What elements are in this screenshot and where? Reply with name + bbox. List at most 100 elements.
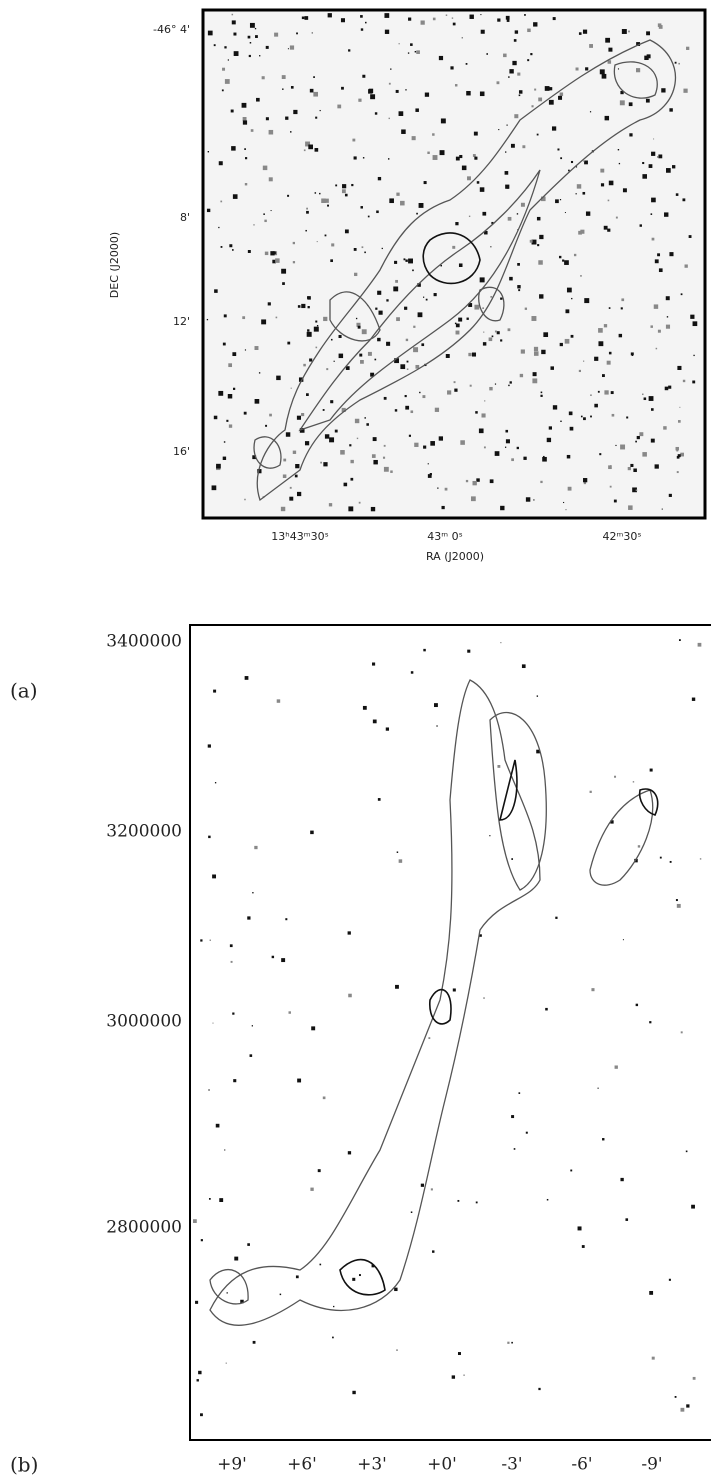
speckle — [643, 397, 647, 401]
speckle — [290, 131, 292, 133]
speckle — [403, 258, 406, 261]
speckle — [242, 116, 247, 121]
speckle — [444, 487, 448, 491]
speckle — [590, 394, 592, 396]
speckle — [268, 177, 273, 182]
contours — [209, 679, 659, 1326]
speckle — [341, 86, 344, 90]
speckle — [290, 387, 292, 389]
speckle — [381, 247, 383, 250]
speckle — [483, 331, 485, 333]
speckle — [371, 454, 376, 458]
speckle — [212, 1022, 214, 1024]
speckle — [674, 61, 677, 64]
speckle — [494, 451, 500, 456]
speckle — [243, 411, 247, 415]
speckle — [578, 32, 582, 35]
speckle — [264, 251, 269, 256]
speckle — [648, 396, 654, 401]
speckle — [430, 1188, 433, 1191]
speckle — [377, 337, 381, 342]
speckle — [550, 366, 554, 370]
panel-label: (b) — [10, 1453, 38, 1477]
speckle — [692, 1376, 696, 1380]
speckle — [259, 55, 261, 57]
speckle — [468, 215, 471, 218]
speckle — [394, 358, 400, 364]
speckle — [252, 455, 257, 460]
speckle — [434, 407, 440, 412]
speckle — [651, 197, 656, 203]
speckle — [575, 166, 578, 168]
speckle — [247, 35, 251, 39]
speckle — [413, 325, 416, 328]
speckle — [518, 1092, 521, 1094]
speckle — [242, 316, 246, 320]
speckle — [651, 151, 656, 156]
speckle — [360, 359, 364, 364]
speckle — [274, 32, 279, 37]
speckle — [496, 331, 500, 335]
speckle — [536, 216, 541, 221]
speckle — [333, 1305, 335, 1308]
speckle — [327, 13, 332, 18]
speckle — [219, 1198, 224, 1202]
speckle — [214, 782, 217, 784]
speckle — [522, 145, 526, 149]
speckle — [467, 649, 471, 653]
speckle — [338, 334, 342, 339]
speckle — [454, 322, 457, 325]
speckle — [658, 154, 663, 159]
speckle — [583, 417, 586, 421]
speckle — [428, 1037, 431, 1040]
speckle — [454, 84, 458, 87]
speckle — [483, 997, 485, 999]
speckle — [525, 497, 531, 502]
speckle — [603, 324, 608, 328]
speckle — [536, 749, 540, 754]
speckle — [395, 984, 399, 989]
speckle — [206, 208, 211, 213]
speckle — [505, 15, 510, 20]
speckle — [311, 1026, 316, 1031]
speckle — [497, 18, 501, 22]
speckle — [264, 219, 267, 223]
speckle — [216, 463, 221, 469]
speckle — [500, 339, 503, 342]
speckle — [657, 253, 661, 257]
speckle — [494, 330, 497, 333]
speckle — [356, 437, 359, 440]
speckle — [621, 29, 627, 34]
speckle — [348, 993, 352, 998]
speckle — [347, 931, 351, 935]
speckle — [289, 45, 295, 50]
speckle — [517, 285, 521, 289]
speckle — [549, 87, 553, 91]
speckle — [240, 1299, 244, 1304]
speckle — [559, 342, 563, 347]
y-tick-label: 12' — [173, 315, 190, 328]
speckle — [311, 32, 313, 34]
speckle — [231, 20, 236, 25]
speckle — [432, 133, 435, 136]
speckle — [319, 109, 321, 112]
speckle — [279, 1293, 282, 1296]
speckle — [252, 892, 254, 894]
speckle — [618, 162, 621, 165]
speckle — [678, 420, 681, 423]
speckle — [229, 944, 233, 948]
speckle — [580, 275, 582, 277]
speckle — [548, 99, 554, 105]
speckle — [608, 351, 612, 355]
speckle — [261, 76, 265, 80]
speckle — [440, 264, 442, 267]
speckle — [358, 98, 362, 102]
speckle — [390, 68, 392, 70]
speckle — [559, 199, 562, 201]
speckle — [642, 161, 645, 165]
speckle — [657, 156, 659, 158]
speckle — [370, 94, 376, 100]
speckle — [504, 171, 509, 175]
speckle — [602, 1138, 605, 1141]
speckle — [465, 479, 469, 483]
